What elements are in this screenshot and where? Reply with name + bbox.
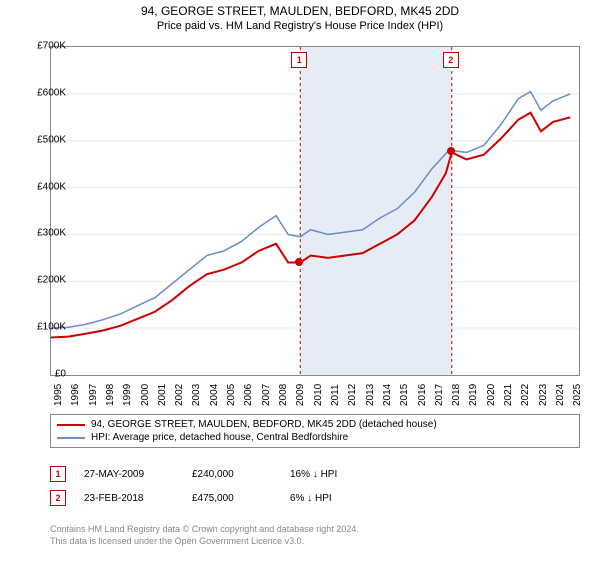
x-axis-label: 2015 <box>399 384 410 406</box>
sale-marker-2: 2 <box>443 52 459 68</box>
sale-price: £240,000 <box>192 469 272 480</box>
x-axis-label: 1995 <box>53 384 64 406</box>
sale-row: 2 23-FEB-2018 £475,000 6% ↓ HPI <box>50 490 580 506</box>
x-axis-label: 2016 <box>417 384 428 406</box>
page-title: 94, GEORGE STREET, MAULDEN, BEDFORD, MK4… <box>0 4 600 18</box>
chart-canvas <box>51 47 579 375</box>
x-axis-label: 2008 <box>278 384 289 406</box>
chart-area <box>50 46 580 376</box>
y-axis-label: £500K <box>20 134 66 145</box>
x-axis-label: 2009 <box>295 384 306 406</box>
footer-line1: Contains HM Land Registry data © Crown c… <box>50 524 580 534</box>
page-subtitle: Price paid vs. HM Land Registry's House … <box>0 20 600 32</box>
sale-row: 1 27-MAY-2009 £240,000 16% ↓ HPI <box>50 466 580 482</box>
y-axis-label: £400K <box>20 181 66 192</box>
y-axis-label: £600K <box>20 87 66 98</box>
legend-box: 94, GEORGE STREET, MAULDEN, BEDFORD, MK4… <box>50 414 580 448</box>
sale-date: 27-MAY-2009 <box>84 469 174 480</box>
legend-swatch <box>57 424 85 426</box>
x-axis-label: 2013 <box>365 384 376 406</box>
x-axis-label: 2010 <box>313 384 324 406</box>
sale-point <box>295 258 303 266</box>
x-axis-label: 1996 <box>70 384 81 406</box>
sale-hpi: 6% ↓ HPI <box>290 493 370 504</box>
x-axis-label: 2007 <box>261 384 272 406</box>
x-axis-label: 2025 <box>572 384 583 406</box>
x-axis-label: 2006 <box>243 384 254 406</box>
x-axis-label: 1998 <box>105 384 116 406</box>
y-axis-label: £200K <box>20 275 66 286</box>
legend-row: HPI: Average price, detached house, Cent… <box>57 431 573 444</box>
x-axis-label: 2023 <box>538 384 549 406</box>
legend-label: HPI: Average price, detached house, Cent… <box>91 432 348 443</box>
sale-price: £475,000 <box>192 493 272 504</box>
x-axis-label: 2021 <box>503 384 514 406</box>
x-axis-label: 2014 <box>382 384 393 406</box>
x-axis-label: 2002 <box>174 384 185 406</box>
x-axis-label: 2004 <box>209 384 220 406</box>
x-axis-label: 2003 <box>191 384 202 406</box>
sale-date: 23-FEB-2018 <box>84 493 174 504</box>
sale-hpi: 16% ↓ HPI <box>290 469 370 480</box>
x-axis-label: 1997 <box>88 384 99 406</box>
legend-swatch <box>57 437 85 439</box>
y-axis-label: £100K <box>20 322 66 333</box>
x-axis-label: 2017 <box>434 384 445 406</box>
sale-row-marker: 1 <box>50 466 66 482</box>
sale-point <box>447 147 455 155</box>
y-axis-label: £300K <box>20 228 66 239</box>
x-axis-label: 2024 <box>555 384 566 406</box>
sale-row-marker: 2 <box>50 490 66 506</box>
sale-marker-1: 1 <box>291 52 307 68</box>
x-axis-label: 2011 <box>330 384 341 406</box>
x-axis-label: 2005 <box>226 384 237 406</box>
x-axis-label: 2000 <box>140 384 151 406</box>
y-axis-label: £700K <box>20 41 66 52</box>
x-axis-label: 2001 <box>157 384 168 406</box>
x-axis-label: 2018 <box>451 384 462 406</box>
x-axis-label: 2019 <box>468 384 479 406</box>
footer-line2: This data is licensed under the Open Gov… <box>50 536 580 546</box>
legend-label: 94, GEORGE STREET, MAULDEN, BEDFORD, MK4… <box>91 419 437 430</box>
legend-row: 94, GEORGE STREET, MAULDEN, BEDFORD, MK4… <box>57 418 573 431</box>
y-axis-label: £0 <box>20 369 66 380</box>
x-axis-label: 2022 <box>520 384 531 406</box>
x-axis-label: 2012 <box>347 384 358 406</box>
x-axis-label: 2020 <box>486 384 497 406</box>
x-axis-label: 1999 <box>122 384 133 406</box>
